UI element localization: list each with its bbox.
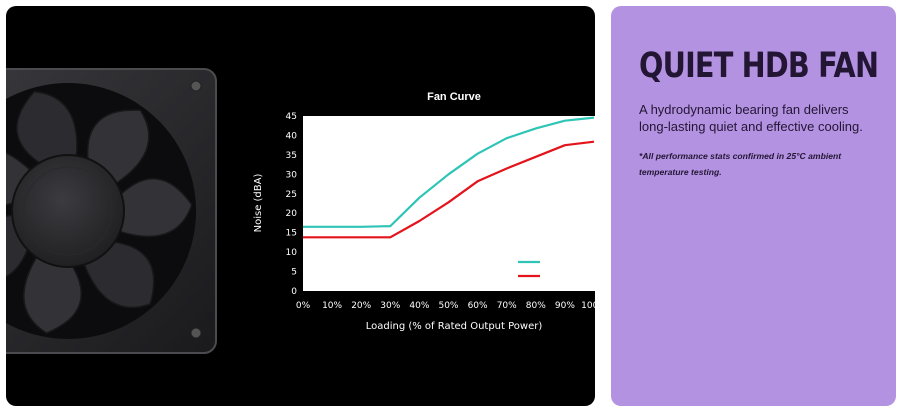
y-axis-ticks: 0 5 10 15 20 25 30 35 40 45	[286, 112, 298, 297]
fan-blades	[6, 90, 193, 334]
x-axis-label: Loading (% of Rated Output Power)	[366, 321, 543, 332]
y-axis-label: Noise (dBA)	[253, 174, 264, 233]
x-tick-label: 30%	[380, 301, 400, 311]
y-tick-label: 35	[286, 151, 297, 161]
chart-plot-area	[303, 116, 595, 291]
y-tick-label: 40	[286, 131, 298, 141]
screw-bottom-right	[190, 327, 202, 339]
fan-blade	[23, 252, 82, 334]
x-tick-label: 0%	[296, 301, 311, 311]
y-tick-label: 15	[286, 229, 297, 239]
x-tick-label: 70%	[497, 301, 517, 311]
y-tick-label: 5	[291, 268, 297, 278]
series-line-noise	[303, 116, 595, 228]
y-tick-label: 30	[286, 170, 298, 180]
x-tick-label: 60%	[468, 301, 488, 311]
feature-title: QUIET HDB FAN	[639, 46, 879, 86]
fan-blade	[6, 152, 34, 206]
series-line-fan-speed	[303, 140, 595, 239]
y-tick-label: 10	[286, 248, 298, 258]
y-tick-label: 20	[286, 209, 298, 219]
screw-top-right	[190, 80, 202, 92]
fan-blade	[82, 240, 155, 309]
legend-label: Fan Speed	[550, 272, 594, 282]
x-tick-label: 100%	[581, 301, 595, 311]
fan-hub-ring	[23, 166, 113, 256]
y-tick-label: 25	[286, 190, 297, 200]
legend-label: Noise	[550, 258, 574, 268]
feature-footnote: *All performance stats confirmed in 25°C…	[639, 151, 842, 177]
y-tick-label: 45	[286, 112, 297, 122]
fan-hub	[11, 154, 125, 268]
feature-info-panel: QUIET HDB FAN A hydrodynamic bearing fan…	[611, 6, 896, 406]
x-axis-ticks: 0% 10% 20% 30% 40% 50% 60% 70% 80% 90% 100%	[296, 301, 595, 311]
x-tick-label: 10%	[322, 301, 342, 311]
x-tick-label: 90%	[555, 301, 575, 311]
chart-title: Fan Curve	[427, 91, 481, 103]
fan-image	[6, 68, 217, 354]
feature-description: A hydrodynamic bearing fan delivers long…	[639, 102, 863, 134]
product-visual-panel: Fan Curve 0 5 10 15 20 25 30 35 40 45 0% 10% 20% 30%…	[6, 6, 595, 406]
fan-blade	[6, 213, 31, 278]
x-tick-label: 40%	[409, 301, 429, 311]
fan-blade	[16, 90, 78, 168]
chart-background	[303, 116, 595, 291]
chart-legend: Noise Fan Speed	[518, 258, 594, 282]
y-tick-label: 0	[291, 287, 297, 297]
x-tick-label: 50%	[438, 301, 458, 311]
fan-curve-chart: Fan Curve 0 5 10 15 20 25 30 35 40 45 0% 10% 20% 30%…	[253, 91, 595, 332]
x-tick-label: 20%	[351, 301, 371, 311]
fan-blade	[115, 178, 193, 238]
x-tick-label: 80%	[526, 301, 546, 311]
